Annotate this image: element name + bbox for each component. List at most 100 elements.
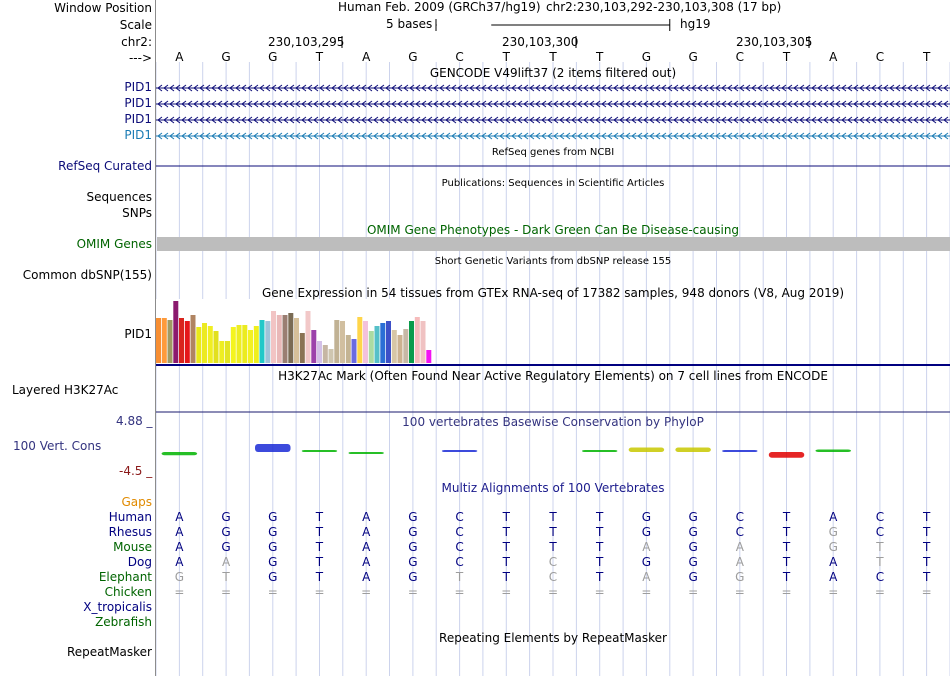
position-text[interactable]: chr2:230,103,292-230,103,308 (17 bp) (546, 0, 782, 14)
phylop-base-glyph[interactable] (441, 450, 478, 452)
phylop-base-glyph[interactable] (628, 447, 665, 452)
repeatmasker-track-title[interactable]: Repeating Elements by RepeatMasker (439, 631, 667, 645)
publications-track-title[interactable]: Publications: Sequences in Scientific Ar… (441, 178, 665, 189)
refseq-track-title[interactable]: RefSeq genes from NCBI (491, 147, 615, 158)
phylop-base-glyph[interactable] (768, 452, 805, 458)
gtex-tissue-bar[interactable] (253, 326, 259, 363)
gtex-tissue-bar[interactable] (276, 315, 282, 363)
gtex-tissue-bar[interactable] (265, 321, 271, 363)
db-text: hg19 (680, 17, 711, 31)
phylop-base-glyph[interactable] (161, 452, 198, 456)
gencode-item-label[interactable]: PID1 (124, 112, 152, 126)
h3k27ac-track-label[interactable]: Layered H3K27Ac (12, 383, 119, 397)
gtex-tissue-bar[interactable] (305, 311, 311, 363)
gtex-tissue-bar[interactable] (340, 321, 345, 363)
gencode-item-label[interactable]: PID1 (124, 128, 152, 142)
sequences-track-label[interactable]: Sequences (86, 190, 152, 204)
gencode-track-title[interactable]: GENCODE V49lift37 (2 items filtered out) (429, 66, 677, 80)
gencode-item-label[interactable]: PID1 (124, 96, 152, 110)
species-label[interactable]: Zebrafish (95, 615, 152, 629)
phylop-base-glyph[interactable] (675, 447, 711, 452)
gtex-tissue-bar[interactable] (179, 318, 184, 363)
gtex-tissue-bar[interactable] (345, 335, 351, 363)
gtex-tissue-bar[interactable] (351, 339, 357, 363)
gtex-tissue-bar[interactable] (225, 341, 230, 363)
snps-track-label[interactable]: SNPs (122, 206, 152, 220)
gtex-tissue-bar[interactable] (420, 321, 426, 363)
gtex-tissue-bar[interactable] (374, 326, 380, 363)
gtex-tissue-bar[interactable] (363, 321, 368, 363)
gtex-tissue-bar[interactable] (161, 318, 167, 363)
gtex-track-title[interactable]: Gene Expression in 54 tissues from GTEx … (261, 286, 845, 300)
phylop-base-glyph[interactable] (255, 444, 291, 452)
species-label[interactable]: Human (108, 510, 152, 524)
phylop-base-glyph[interactable] (348, 452, 384, 454)
multiz-track-title[interactable]: Multiz Alignments of 100 Vertebrates (441, 481, 665, 495)
gtex-tissue-bar[interactable] (282, 315, 288, 363)
gtex-tissue-bar[interactable] (156, 318, 161, 363)
species-label[interactable]: Mouse (113, 540, 152, 554)
phylop-base-glyph[interactable] (301, 450, 338, 452)
gtex-tissue-bar[interactable] (397, 335, 403, 363)
gtex-tissue-bar[interactable] (202, 323, 207, 363)
gtex-tissue-bar[interactable] (259, 320, 265, 363)
gtex-tissue-bar[interactable] (184, 321, 190, 363)
gtex-tissue-bar[interactable] (230, 327, 236, 363)
gtex-tissue-bar[interactable] (196, 327, 202, 363)
gtex-tissue-bar[interactable] (386, 321, 391, 363)
gtex-tissue-bar[interactable] (167, 320, 173, 363)
strand-arrow-marks (157, 100, 949, 108)
gtex-tissue-bar[interactable] (380, 323, 386, 363)
gtex-tissue-bar[interactable] (213, 331, 219, 363)
reference-base: T (596, 50, 604, 64)
gtex-tissue-bar[interactable] (328, 349, 334, 363)
gtex-tissue-bar[interactable] (299, 333, 305, 363)
reference-base: G (408, 50, 418, 64)
dbsnp-track-label[interactable]: Common dbSNP(155) (22, 268, 152, 282)
gtex-tissue-bar[interactable] (248, 330, 253, 363)
gtex-tissue-bar[interactable] (409, 321, 414, 363)
gtex-tissue-bar[interactable] (414, 317, 420, 363)
gtex-tissue-bar[interactable] (368, 331, 374, 363)
refseq-track-label[interactable]: RefSeq Curated (58, 159, 152, 173)
gtex-tissue-bar[interactable] (426, 350, 432, 363)
species-label[interactable]: Rhesus (108, 525, 152, 539)
phylop-base-glyph[interactable] (581, 450, 618, 452)
gtex-tissue-bar[interactable] (242, 325, 248, 363)
phylop-base-glyph[interactable] (722, 450, 758, 452)
strand-arrow-label: ---> (128, 51, 152, 65)
species-label[interactable]: Elephant (98, 570, 152, 584)
gtex-tissue-bar[interactable] (236, 325, 242, 363)
gtex-tissue-bar[interactable] (334, 320, 340, 363)
species-label[interactable]: Chicken (104, 585, 152, 599)
gtex-tissue-bar[interactable] (207, 326, 213, 363)
h3k27ac-track-title[interactable]: H3K27Ac Mark (Often Found Near Active Re… (278, 369, 828, 383)
gtex-tissue-bar[interactable] (317, 341, 322, 363)
alignment-base: T (782, 540, 791, 554)
repeatmasker-track-label[interactable]: RepeatMasker (66, 645, 152, 659)
phylop-track-label[interactable]: 100 Vert. Cons (13, 439, 102, 453)
alignment-base: G (408, 525, 418, 539)
alignment-base: T (596, 570, 604, 584)
gtex-gene-label[interactable]: PID1 (124, 327, 152, 341)
gtex-tissue-bar[interactable] (403, 329, 409, 363)
omim-feature-bar[interactable] (157, 237, 950, 251)
gtex-tissue-bar[interactable] (190, 315, 196, 363)
gtex-tissue-bar[interactable] (288, 313, 294, 363)
species-label[interactable]: Dog (127, 555, 152, 569)
gtex-tissue-bar[interactable] (173, 301, 179, 363)
gencode-item-label[interactable]: PID1 (124, 80, 152, 94)
omim-track-label[interactable]: OMIM Genes (76, 237, 152, 251)
phylop-track-title[interactable]: 100 vertebrates Basewise Conservation by… (402, 415, 704, 429)
dbsnp-track-title[interactable]: Short Genetic Variants from dbSNP releas… (434, 256, 672, 267)
species-label[interactable]: X_tropicalis (83, 600, 152, 614)
gtex-tissue-bar[interactable] (271, 311, 276, 363)
omim-track-title[interactable]: OMIM Gene Phenotypes - Dark Green Can Be… (366, 223, 740, 237)
gtex-tissue-bar[interactable] (322, 345, 328, 363)
gtex-tissue-bar[interactable] (391, 330, 397, 363)
gtex-tissue-bar[interactable] (294, 318, 299, 363)
phylop-base-glyph[interactable] (815, 449, 851, 452)
gtex-tissue-bar[interactable] (311, 330, 317, 363)
gtex-tissue-bar[interactable] (219, 341, 225, 363)
gtex-tissue-bar[interactable] (357, 317, 363, 363)
